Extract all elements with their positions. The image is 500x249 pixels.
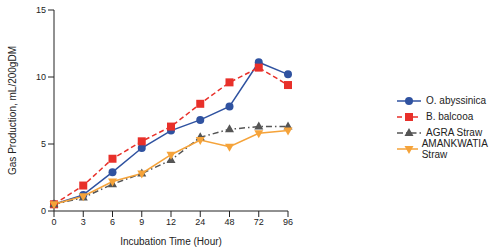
svg-text:5: 5 (41, 139, 46, 149)
html-text:AMANKWATIA Straw: AMANKWATIA Straw (421, 137, 488, 160)
html-text:B. balcooa: B. balcooa (426, 111, 474, 122)
svg-text:10: 10 (36, 72, 46, 82)
svg-text:0: 0 (51, 217, 56, 227)
svg-text:12: 12 (166, 217, 176, 227)
svg-text:9: 9 (139, 217, 144, 227)
html-text:AGRA Straw: AGRA Straw (426, 127, 483, 138)
svg-text:6: 6 (110, 217, 115, 227)
svg-text:Incubation Time (Hour): Incubation Time (Hour) (120, 236, 222, 247)
svg-text:15: 15 (36, 5, 46, 15)
svg-text:3: 3 (81, 217, 86, 227)
svg-text:Gas Production, mL/200gDM: Gas Production, mL/200gDM (8, 46, 18, 175)
html-text:O. abyssinica: O. abyssinica (426, 95, 486, 106)
svg-text:72: 72 (254, 217, 264, 227)
svg-text:24: 24 (195, 217, 205, 227)
svg-text:96: 96 (283, 217, 293, 227)
svg-text:48: 48 (224, 217, 234, 227)
svg-text:0: 0 (41, 206, 46, 216)
